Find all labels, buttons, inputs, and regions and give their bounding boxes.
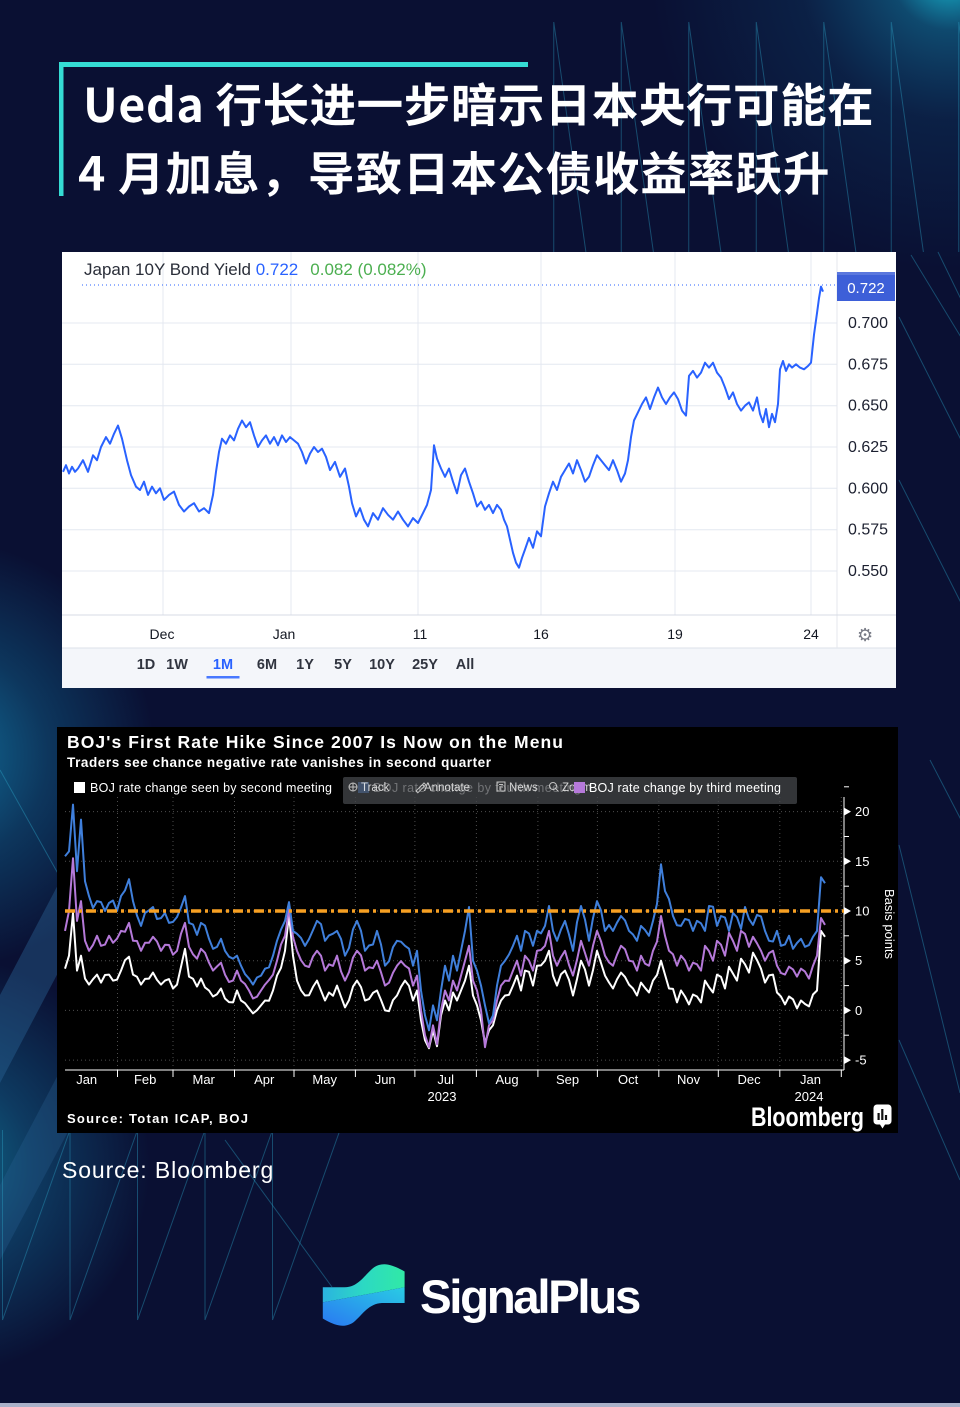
svg-text:0.700: 0.700 [848, 315, 888, 332]
svg-text:Aug: Aug [496, 1072, 519, 1087]
svg-text:Bloomberg: Bloomberg [751, 1102, 864, 1132]
svg-text:BOJ's First Rate Hike Since 20: BOJ's First Rate Hike Since 2007 Is Now … [67, 732, 563, 752]
svg-text:2024: 2024 [795, 1089, 824, 1104]
svg-text:News: News [509, 782, 538, 794]
svg-text:-5: -5 [855, 1053, 867, 1068]
svg-text:24: 24 [803, 626, 819, 642]
svg-text:15: 15 [855, 854, 869, 869]
svg-text:10Y: 10Y [369, 657, 395, 673]
svg-text:20: 20 [855, 804, 869, 819]
svg-text:5Y: 5Y [334, 657, 352, 673]
svg-text:0: 0 [855, 1003, 862, 1018]
svg-text:Jan: Jan [76, 1072, 97, 1087]
svg-text:SignalPlus: SignalPlus [420, 1271, 640, 1324]
svg-text:Track: Track [361, 782, 390, 794]
svg-text:1D: 1D [137, 657, 156, 673]
svg-text:0.625: 0.625 [848, 439, 888, 456]
svg-text:16: 16 [533, 626, 549, 642]
svg-text:Dec: Dec [150, 626, 175, 642]
svg-text:Sep: Sep [556, 1072, 579, 1087]
svg-text:0.575: 0.575 [848, 522, 888, 539]
svg-text:11: 11 [413, 626, 428, 642]
svg-text:0.650: 0.650 [848, 398, 888, 415]
svg-text:0.600: 0.600 [848, 480, 888, 497]
svg-text:Source: Totan ICAP, BOJ: Source: Totan ICAP, BOJ [67, 1111, 248, 1126]
svg-text:2023: 2023 [428, 1089, 457, 1104]
svg-text:BOJ rate change by third meeti: BOJ rate change by third meeting [589, 781, 781, 795]
svg-text:Jul: Jul [437, 1072, 454, 1087]
svg-text:6M: 6M [257, 657, 277, 673]
svg-text:25Y: 25Y [412, 657, 438, 673]
svg-text:1M: 1M [213, 657, 233, 673]
svg-text:Jun: Jun [375, 1072, 396, 1087]
svg-text:0.675: 0.675 [848, 356, 888, 373]
svg-text:All: All [456, 657, 475, 673]
svg-text:Oct: Oct [618, 1072, 639, 1087]
svg-text:BOJ rate change seen by second: BOJ rate change seen by second meeting [90, 781, 332, 795]
svg-text:Feb: Feb [134, 1072, 156, 1087]
svg-text:1Y: 1Y [296, 657, 314, 673]
svg-text:Apr: Apr [254, 1072, 275, 1087]
svg-text:Traders see chance negative ra: Traders see chance negative rate vanishe… [67, 755, 492, 770]
svg-text:Jan: Jan [800, 1072, 821, 1087]
svg-text:0.550: 0.550 [848, 563, 888, 580]
svg-text:Jan: Jan [273, 626, 296, 642]
svg-text:19: 19 [667, 626, 683, 642]
svg-text:5: 5 [855, 953, 862, 968]
svg-text:10: 10 [855, 904, 869, 919]
svg-text:Mar: Mar [193, 1072, 216, 1087]
svg-text:Basis points: Basis points [882, 889, 897, 960]
svg-text:Dec: Dec [738, 1072, 762, 1087]
svg-text:Nov: Nov [677, 1072, 701, 1087]
svg-text:⚙: ⚙ [857, 625, 873, 645]
svg-text:0.722: 0.722 [847, 280, 885, 297]
svg-text:1W: 1W [166, 657, 188, 673]
svg-text:May: May [312, 1072, 337, 1087]
svg-text:Annotate: Annotate [424, 782, 470, 794]
